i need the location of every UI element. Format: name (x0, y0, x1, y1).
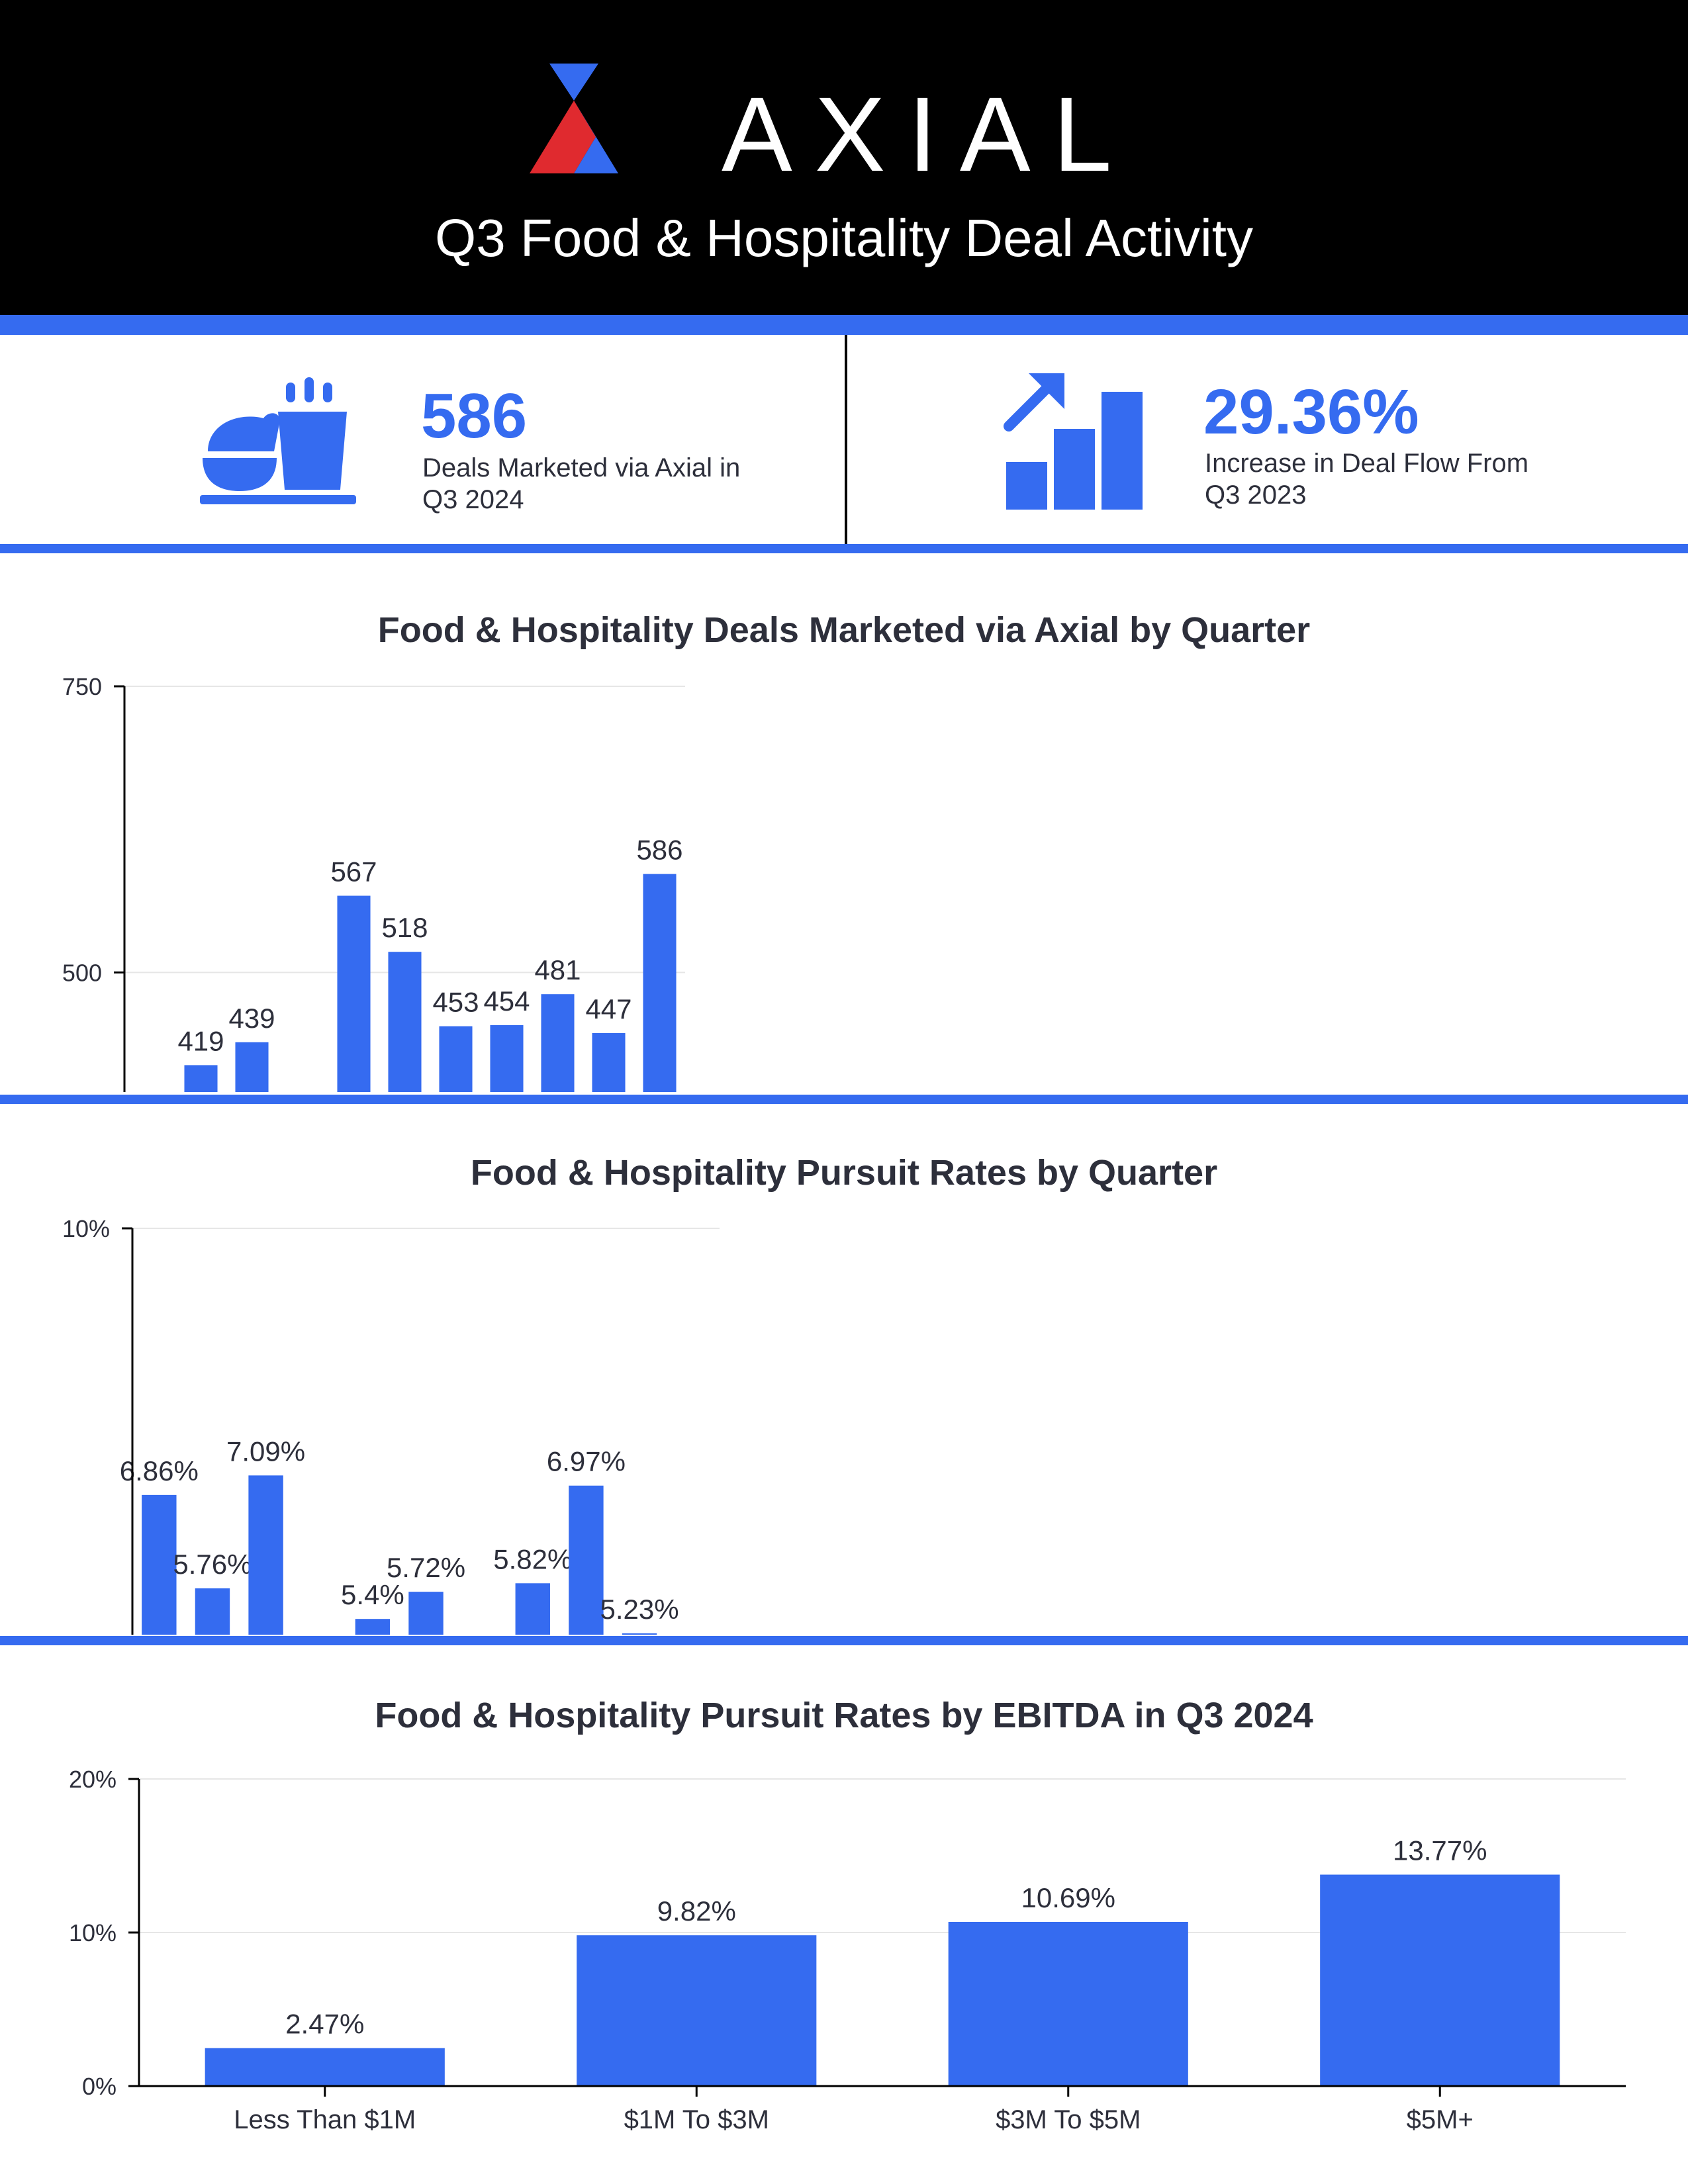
bar (205, 2048, 445, 2086)
logo-left-triangle (530, 101, 596, 173)
bar (439, 1026, 473, 1092)
header-banner: AXIAL Q3 Food & Hospitality Deal Activit… (0, 0, 1688, 315)
data-label: 9.82% (657, 1895, 736, 1927)
section-divider (0, 1636, 1688, 1645)
bar (569, 1485, 604, 1635)
data-label: 5.72% (387, 1552, 465, 1583)
bar (948, 1921, 1188, 2086)
bar (592, 1032, 626, 1092)
data-label: 481 (534, 954, 581, 985)
y-tick-label: 0% (82, 2073, 117, 2100)
stats-divider (845, 335, 847, 544)
data-label: 6.97% (547, 1446, 626, 1477)
pursuit-rates-by-ebitda-chart: Food & Hospitality Pursuit Rates by EBIT… (69, 1696, 1626, 2134)
section-divider (0, 1095, 1688, 1104)
y-tick-label: 10% (69, 1919, 117, 1946)
y-tick-label: 10% (62, 1215, 110, 1242)
y-tick-label: 750 (62, 673, 102, 700)
growth-bar-chart-icon (1004, 373, 1143, 510)
x-tick-label: Less Than $1M (234, 2105, 416, 2134)
bar (184, 1065, 218, 1092)
bar (541, 994, 575, 1092)
report-title: Q3 Food & Hospitality Deal Activity (434, 208, 1254, 267)
bar (490, 1024, 524, 1092)
axial-logo-icon (530, 64, 618, 173)
bar (195, 1588, 230, 1635)
data-label: 453 (432, 987, 479, 1018)
data-label: 454 (483, 985, 530, 1017)
bar (355, 1619, 391, 1635)
data-label: 586 (636, 835, 682, 866)
data-label: 447 (585, 993, 632, 1024)
data-label: 2.47% (285, 2009, 364, 2040)
bar (622, 1633, 657, 1635)
data-label: 567 (330, 856, 377, 887)
bar (408, 1592, 444, 1635)
bar (577, 1935, 817, 2086)
deals-count-label: Deals Marketed via Axial in Q3 2024 (422, 453, 741, 514)
data-label: 5.82% (493, 1543, 572, 1574)
bar (388, 952, 422, 1092)
bar (235, 1042, 269, 1092)
brand-wordmark: AXIAL (722, 75, 1135, 193)
data-label: 439 (228, 1003, 275, 1034)
deals-by-quarter-chart: Food & Hospitality Deals Marketed via Ax… (62, 610, 1310, 1092)
data-label: 7.09% (226, 1435, 305, 1467)
growth-percent-label: Increase in Deal Flow From Q3 2023 (1205, 449, 1529, 510)
data-label: 13.77% (1393, 1835, 1487, 1866)
data-label: 5.76% (173, 1549, 252, 1580)
section-divider (0, 544, 1688, 553)
deals-count-value: 586 (421, 381, 528, 451)
bar (643, 874, 677, 1092)
growth-percent-value: 29.36% (1203, 377, 1419, 447)
accent-divider (0, 315, 1688, 335)
x-tick-label: $5M+ (1407, 2105, 1474, 2134)
data-label: 518 (381, 912, 428, 943)
bar (142, 1494, 177, 1635)
pursuit-rates-by-quarter-chart: Food & Hospitality Pursuit Rates by Quar… (62, 1153, 1217, 1635)
food-bowl-cup-icon (200, 377, 356, 504)
data-label: 5.4% (341, 1579, 404, 1610)
data-label: 419 (177, 1025, 224, 1056)
x-tick-label: $1M To $3M (624, 2105, 769, 2134)
chart-title: Food & Hospitality Pursuit Rates by Quar… (471, 1153, 1217, 1193)
logo-right-triangle (574, 101, 618, 173)
chart-title: Food & Hospitality Pursuit Rates by EBIT… (375, 1696, 1313, 1735)
bar (337, 895, 371, 1092)
bar (515, 1583, 550, 1635)
chart-title: Food & Hospitality Deals Marketed via Ax… (378, 610, 1310, 650)
y-tick-label: 20% (69, 1766, 117, 1793)
data-label: 10.69% (1021, 1882, 1115, 1913)
bar (248, 1475, 283, 1635)
bar (1320, 1874, 1560, 2086)
data-label: 5.23% (600, 1594, 679, 1625)
x-tick-label: $3M To $5M (996, 2105, 1141, 2134)
logo-top-triangle (549, 64, 598, 101)
y-tick-label: 500 (62, 959, 102, 986)
